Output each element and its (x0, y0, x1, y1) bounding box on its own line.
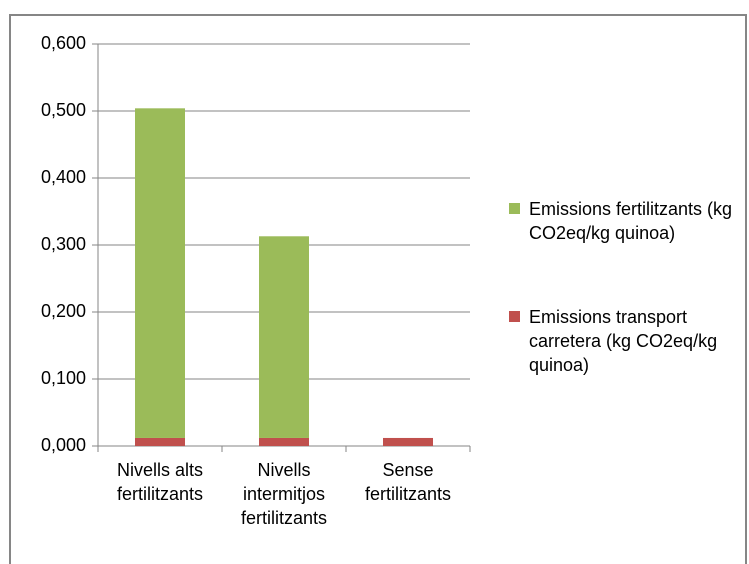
bar-segment (383, 437, 433, 446)
x-tick-label: Nivells alts fertilitzants (116, 460, 204, 504)
y-tick-label: 0,600 (41, 33, 86, 53)
y-tick-label: 0,100 (41, 368, 86, 388)
chart-border (9, 14, 747, 564)
legend-entry: Emissions fertilitzants (kg CO2eq/kg qui… (509, 197, 744, 245)
legend-entry: Emissions transport carretera (kg CO2eq/… (509, 305, 744, 377)
y-tick-label: 0,200 (41, 301, 86, 321)
y-tick-label: 0,400 (41, 167, 86, 187)
y-tick-label: 0,000 (41, 435, 86, 455)
x-tick-label: Nivells intermitjos fertilitzants (240, 460, 328, 528)
legend-label: Emissions fertilitzants (kg CO2eq/kg qui… (529, 199, 733, 243)
bar-segment (135, 437, 185, 446)
x-tick-label: Sense fertilitzants (364, 460, 452, 504)
y-tick-label: 0,500 (41, 100, 86, 120)
bar-segment (259, 437, 309, 446)
legend-swatch (509, 203, 520, 214)
y-tick-label: 0,300 (41, 234, 86, 254)
bar-segment (135, 108, 185, 438)
legend-swatch (509, 311, 520, 322)
bar-segment (259, 236, 309, 438)
legend-label: Emissions transport carretera (kg CO2eq/… (529, 307, 718, 375)
